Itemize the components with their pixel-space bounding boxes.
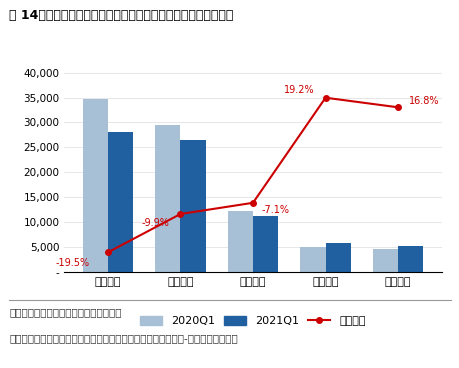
- Text: 注：中国平安、中国太保为集团合并口径；中国人保为集团合并-财险的简单测算。: 注：中国平安、中国太保为集团合并口径；中国人保为集团合并-财险的简单测算。: [9, 333, 237, 343]
- Bar: [108, 132, 133, 272]
- Text: -19.5%: -19.5%: [56, 258, 90, 268]
- Bar: [82, 99, 108, 272]
- Text: 图 14：主要上市险企手续费及佣金支出预计仍在抬升（百万元）: 图 14：主要上市险企手续费及佣金支出预计仍在抬升（百万元）: [9, 9, 233, 22]
- Text: 数据来源：公司季报，国泰君安证券研究: 数据来源：公司季报，国泰君安证券研究: [9, 307, 122, 317]
- Bar: [372, 250, 397, 272]
- Bar: [252, 216, 278, 272]
- Text: 16.8%: 16.8%: [408, 96, 438, 106]
- Bar: [300, 247, 325, 272]
- Bar: [227, 211, 252, 272]
- Bar: [155, 125, 180, 272]
- Text: -9.9%: -9.9%: [141, 218, 169, 228]
- Bar: [325, 243, 350, 272]
- Text: 19.2%: 19.2%: [283, 85, 314, 95]
- Bar: [397, 246, 423, 272]
- Bar: [180, 140, 206, 272]
- Legend: 2020Q1, 2021Q1, 同比增速: 2020Q1, 2021Q1, 同比增速: [135, 311, 369, 331]
- Text: -7.1%: -7.1%: [261, 205, 289, 215]
